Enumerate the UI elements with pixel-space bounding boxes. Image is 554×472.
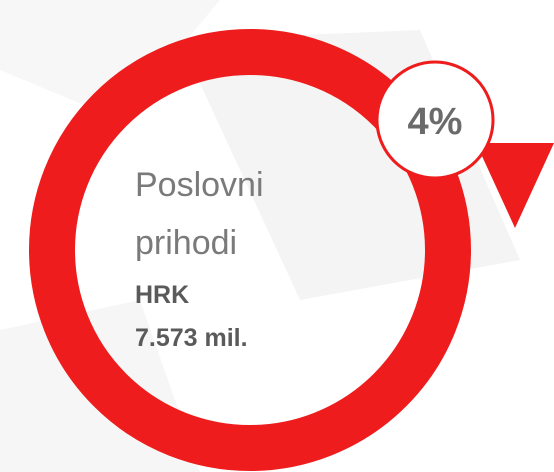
background-shape — [0, 0, 220, 120]
label-line: prihodi — [135, 224, 237, 262]
badge-text: 4% — [408, 101, 463, 143]
label-line: Poslovni — [135, 166, 264, 204]
down-arrow — [476, 143, 554, 228]
badge-circle — [375, 60, 495, 180]
amount: 7.573 mil. — [135, 324, 248, 352]
ring — [29, 29, 471, 471]
currency: HRK — [135, 281, 189, 309]
